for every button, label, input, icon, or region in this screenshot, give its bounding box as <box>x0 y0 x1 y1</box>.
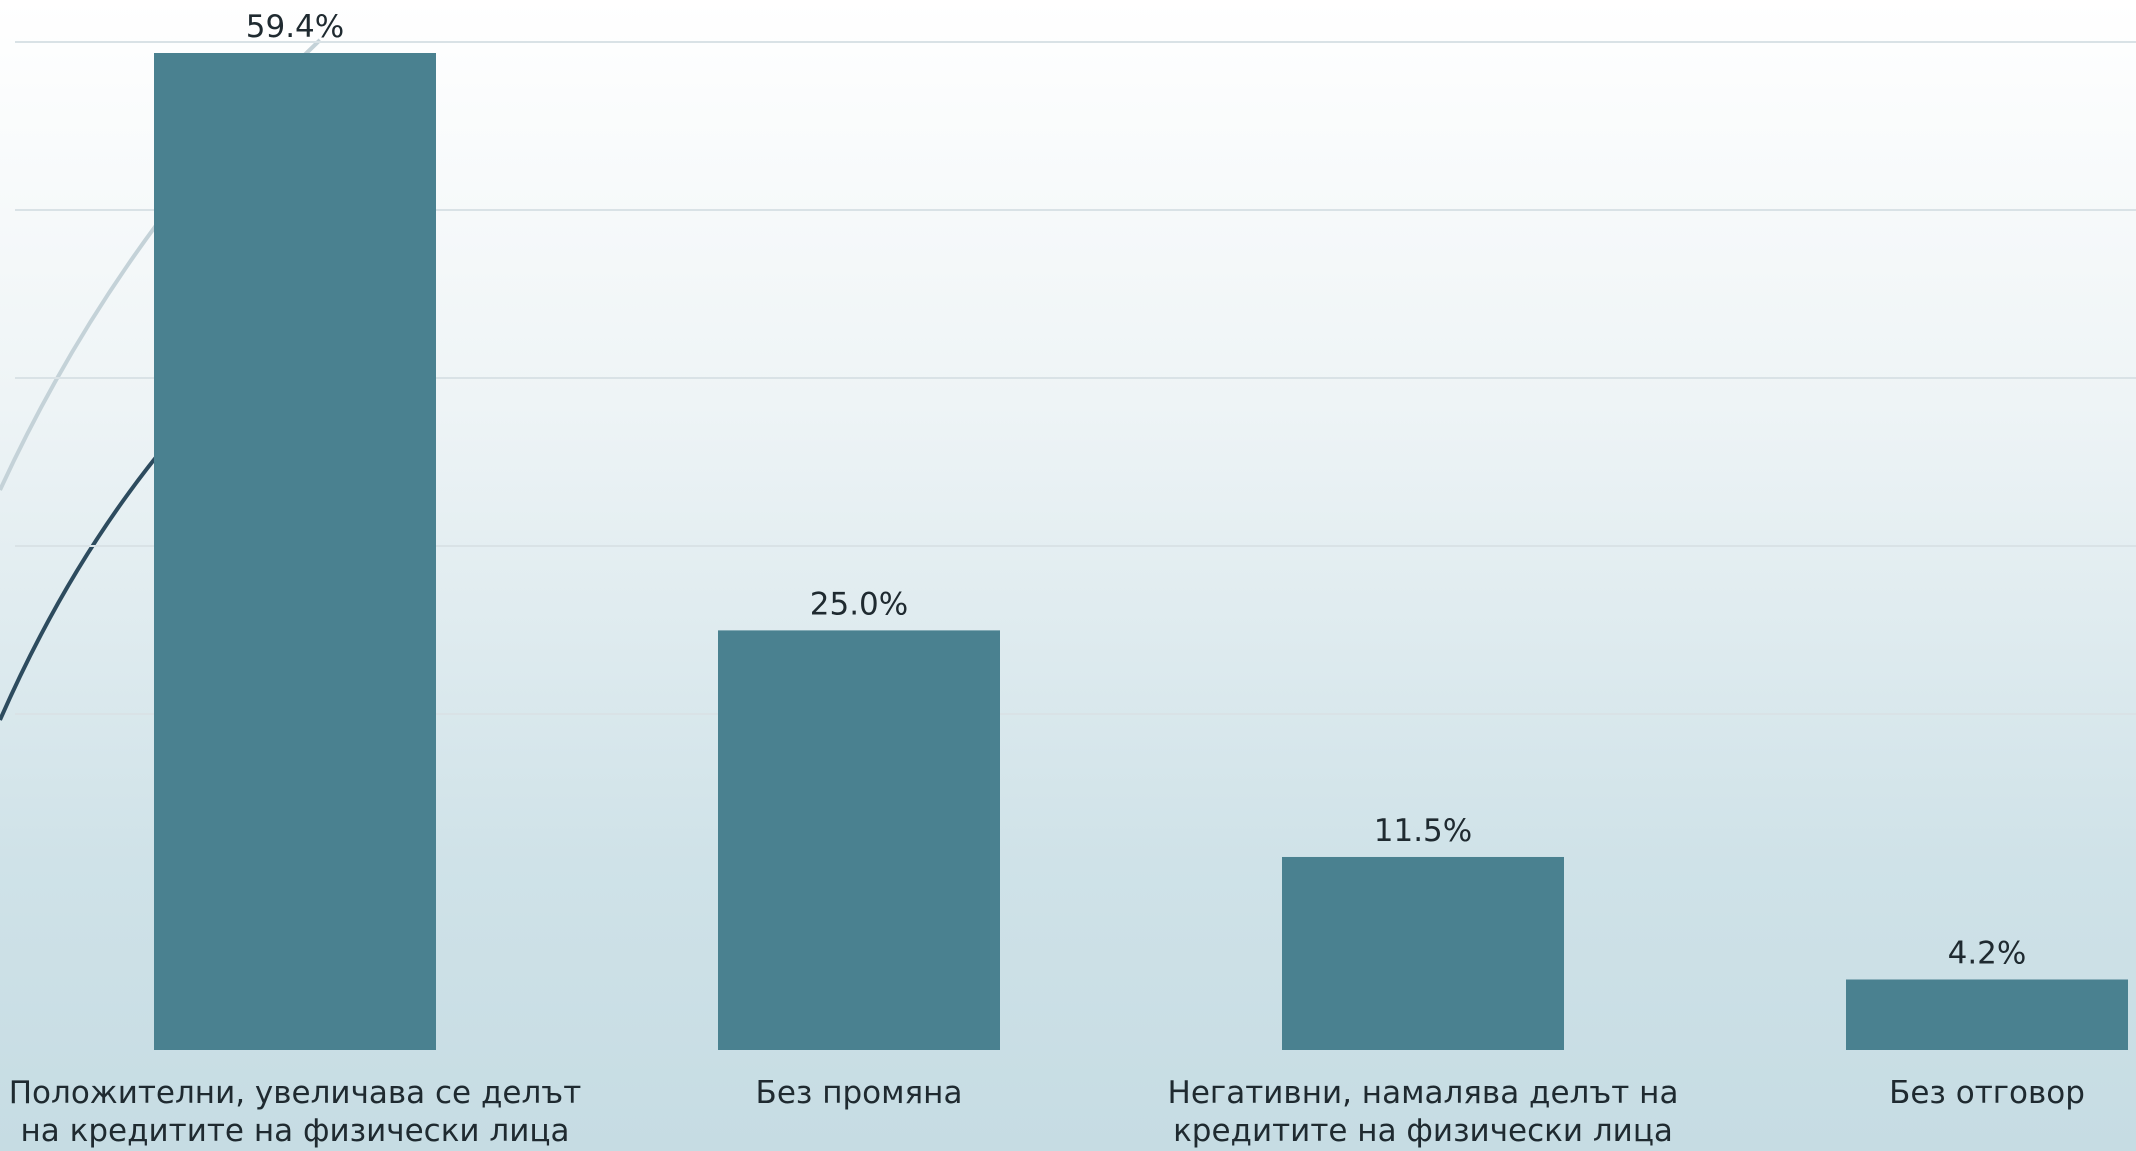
category-label: на кредитите на физически лица <box>21 1113 570 1149</box>
category-label: Без промяна <box>756 1075 963 1111</box>
data-label: 4.2% <box>1948 936 2027 972</box>
bar <box>1846 979 2128 1050</box>
category-label: Без отговор <box>1889 1075 2085 1111</box>
value-labels: 59.4% 25.0% 11.5% 4.2% <box>246 9 2027 972</box>
bar <box>154 53 436 1050</box>
bar <box>718 630 1000 1050</box>
category-label: Положителни, увеличава се делът <box>9 1075 582 1111</box>
bars <box>154 53 2128 1050</box>
category-label: Негативни, намалява делът на <box>1168 1075 1679 1111</box>
category-label: кредитите на физически лица <box>1173 1113 1673 1149</box>
data-label: 25.0% <box>810 586 908 622</box>
data-label: 11.5% <box>1374 813 1472 849</box>
data-label: 59.4% <box>246 9 344 45</box>
bar <box>1282 856 1564 1050</box>
decorative-arc-dark <box>0 438 172 721</box>
